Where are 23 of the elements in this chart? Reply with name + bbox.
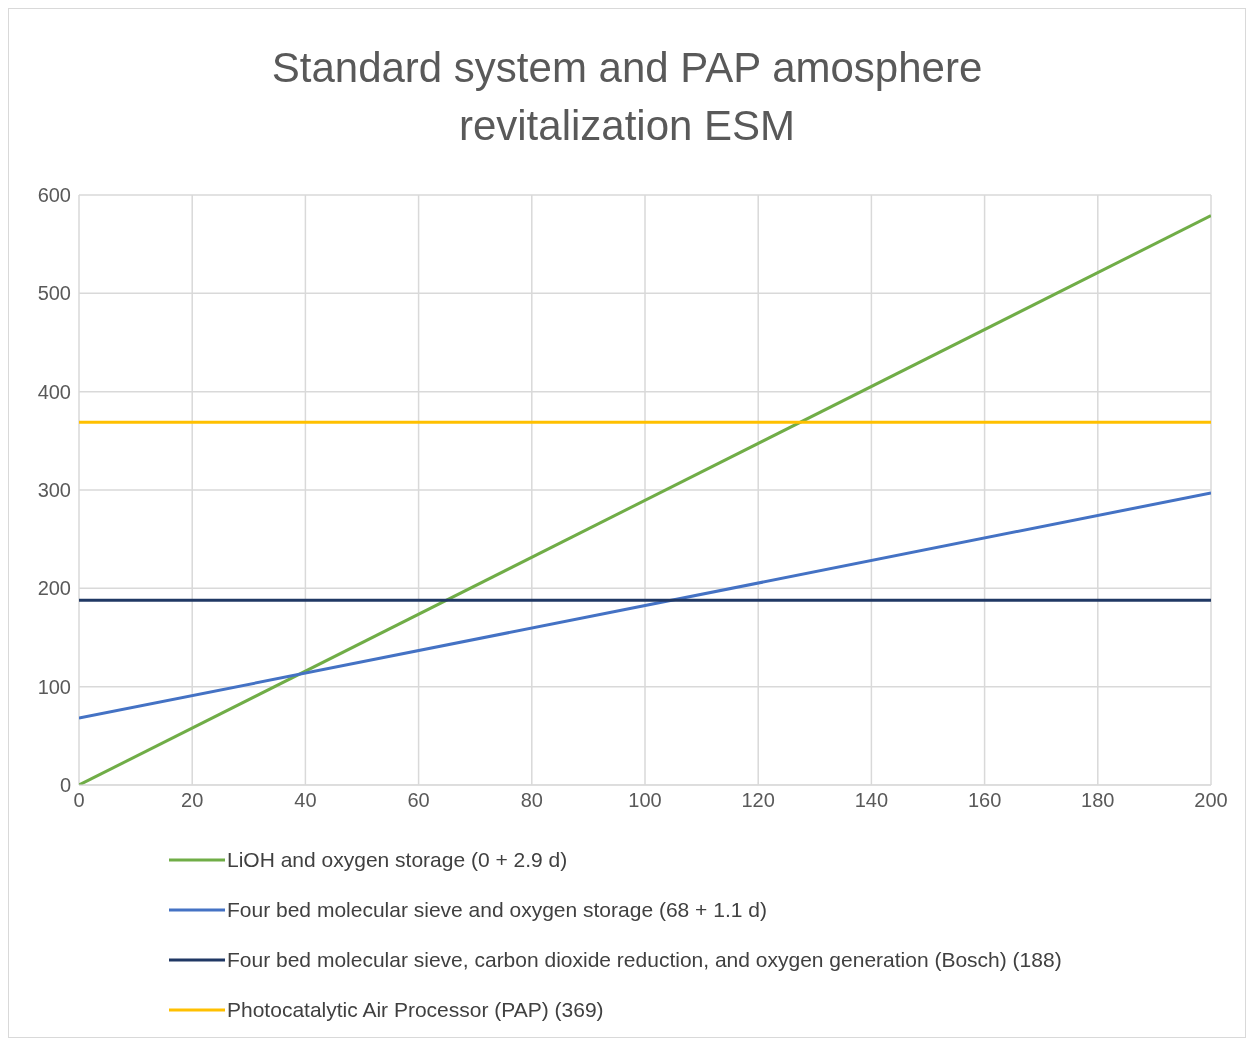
y-tick-label: 300 [37, 479, 71, 502]
y-tick-label: 200 [37, 577, 71, 600]
legend-label: LiOH and oxygen storage (0 + 2.9 d) [227, 848, 568, 872]
x-tick-label: 200 [1194, 789, 1228, 812]
x-tick-label: 140 [854, 789, 889, 812]
y-tick-label: 0 [59, 774, 71, 797]
x-tick-label: 180 [1081, 789, 1115, 812]
x-tick-label: 120 [741, 789, 775, 812]
x-tick-label: 100 [628, 789, 662, 812]
chart-title: Standard system and PAP amosphere revitalization ESM [270, 43, 984, 151]
x-tick-label: 60 [407, 789, 430, 812]
y-tick-label: 400 [37, 380, 71, 403]
y-tick-label: 100 [37, 675, 71, 698]
legend-label: Photocatalytic Air Processor (PAP) (369) [227, 998, 604, 1022]
x-tick-label: 20 [181, 789, 204, 812]
y-tick-label: 500 [37, 282, 71, 305]
legend-label: Four bed molecular sieve, carbon dioxide reduction, and oxygen generation (Bosch) (188) [227, 948, 1062, 972]
x-tick-label: 160 [967, 789, 1002, 812]
legend-label: Four bed molecular sieve and oxygen storage (68 + 1.1 d) [227, 898, 767, 922]
x-tick-label: 80 [520, 789, 543, 812]
x-tick-label: 40 [294, 789, 317, 812]
y-tick-label: 600 [37, 184, 71, 207]
x-tick-label: 0 [73, 789, 85, 812]
